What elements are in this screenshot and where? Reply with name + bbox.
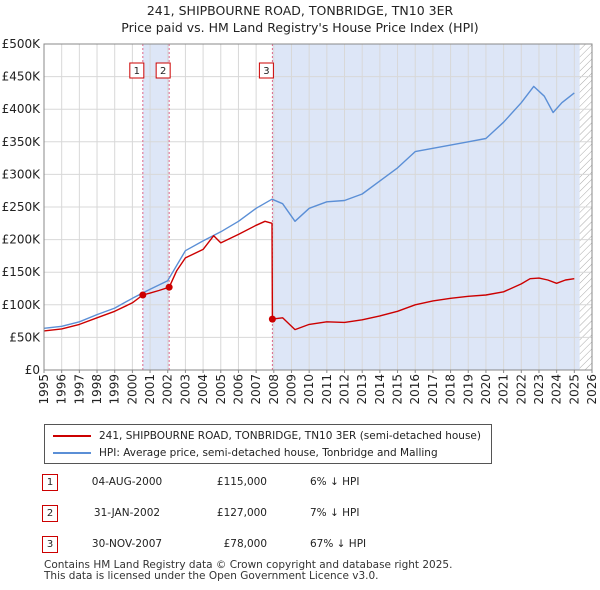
- sale-point-2: [165, 283, 173, 291]
- marker-label-1: 1: [134, 66, 140, 77]
- x-tick-label: 2005: [214, 374, 228, 405]
- x-tick-label: 1995: [37, 374, 51, 405]
- transaction-price: £78,000: [223, 538, 267, 550]
- transaction-hpi-diff: 7% ↓ HPI: [310, 507, 360, 519]
- y-tick-label: £100K: [2, 298, 42, 312]
- x-tick-label: 2018: [444, 374, 458, 405]
- y-tick-label: £350K: [2, 135, 42, 149]
- transaction-date: 04-AUG-2000: [91, 476, 163, 488]
- transaction-price: £115,000: [216, 476, 267, 488]
- x-tick-label: 2014: [373, 374, 387, 405]
- y-tick-label: £250K: [2, 200, 42, 214]
- x-tick-label: 2021: [497, 374, 511, 405]
- legend-swatch-hpi: [53, 452, 91, 454]
- y-tick-label: £450K: [2, 70, 42, 84]
- legend-swatch-property: [53, 435, 91, 437]
- x-tick-label: 1999: [108, 374, 122, 405]
- transaction-row: 1 04-AUG-2000 £115,000 6% ↓ HPI: [42, 474, 562, 492]
- x-tick-label: 2010: [302, 374, 316, 405]
- property-line: [43, 220, 575, 332]
- y-tick-label: £50K: [9, 330, 41, 344]
- marker-label-2: 2: [160, 66, 166, 77]
- footer: Contains HM Land Registry data © Crown c…: [44, 560, 452, 582]
- x-tick-label: 1998: [90, 374, 104, 405]
- x-tick-label: 2013: [355, 374, 369, 405]
- x-tick-label: 1997: [72, 374, 86, 405]
- transaction-hpi-diff: 67% ↓ HPI: [310, 538, 367, 550]
- y-tick-label: £150K: [2, 265, 42, 279]
- x-tick-label: 2016: [408, 374, 422, 405]
- marker-box-1: [129, 62, 145, 79]
- transaction-number-badge: 1: [42, 474, 58, 491]
- transaction-price: £127,000: [216, 507, 267, 519]
- x-tick-label: 2023: [532, 374, 546, 405]
- x-tick-label: 2024: [550, 374, 564, 405]
- x-tick-label: 2007: [249, 374, 263, 405]
- legend-item-hpi: HPI: Average price, semi-detached house,…: [53, 445, 438, 461]
- footer-copyright: Contains HM Land Registry data © Crown c…: [44, 559, 453, 571]
- legend-label-property: 241, SHIPBOURNE ROAD, TONBRIDGE, TN10 3E…: [99, 430, 481, 442]
- plot-frame: [43, 43, 593, 371]
- y-tick-label: £500K: [2, 37, 42, 51]
- x-tick-label: 2000: [125, 374, 139, 405]
- legend-item-property: 241, SHIPBOURNE ROAD, TONBRIDGE, TN10 3E…: [53, 428, 481, 444]
- y-tick-label: £200K: [2, 233, 42, 247]
- marker-box-3: [258, 62, 274, 79]
- x-tick-label: 2009: [284, 374, 298, 405]
- y-tick-label: £0: [25, 363, 40, 377]
- marker-label-3: 3: [263, 66, 269, 77]
- x-tick-label: 2025: [567, 374, 581, 405]
- x-tick-label: 2008: [267, 374, 281, 405]
- transaction-hpi-diff: 6% ↓ HPI: [310, 476, 360, 488]
- sale-point-1: [139, 291, 147, 299]
- chart-title: 241, SHIPBOURNE ROAD, TONBRIDGE, TN10 3E…: [146, 3, 454, 18]
- y-tick-label: £300K: [2, 167, 42, 181]
- x-tick-label: 2019: [461, 374, 475, 405]
- transaction-date: 30-NOV-2007: [91, 538, 163, 550]
- legend-label-hpi: HPI: Average price, semi-detached house,…: [99, 447, 438, 459]
- marker-box-2: [155, 62, 171, 79]
- x-tick-label: 2026: [585, 374, 599, 405]
- x-tick-label: 2012: [338, 374, 352, 405]
- x-tick-label: 2003: [178, 374, 192, 405]
- chart-subtitle: Price paid vs. HM Land Registry's House …: [121, 20, 479, 35]
- footer-licence: This data is licensed under the Open Gov…: [44, 570, 379, 582]
- x-tick-label: 2022: [514, 374, 528, 405]
- x-tick-label: 2017: [426, 374, 440, 405]
- x-tick-label: 2011: [320, 374, 334, 405]
- transaction-number-badge: 2: [42, 505, 58, 522]
- y-tick-label: £400K: [2, 102, 42, 116]
- x-tick-label: 2002: [161, 374, 175, 405]
- x-tick-label: 1996: [55, 374, 69, 405]
- x-tick-label: 2001: [143, 374, 157, 405]
- x-tick-label: 2006: [231, 374, 245, 405]
- x-tick-label: 2015: [391, 374, 405, 405]
- transaction-row: 3 30-NOV-2007 £78,000 67% ↓ HPI: [42, 536, 562, 554]
- transaction-number-badge: 3: [42, 536, 58, 553]
- sale-point-3: [268, 315, 276, 323]
- x-tick-label: 2004: [196, 374, 210, 405]
- legend: 241, SHIPBOURNE ROAD, TONBRIDGE, TN10 3E…: [44, 424, 492, 464]
- transaction-row: 2 31-JAN-2002 £127,000 7% ↓ HPI: [42, 505, 562, 523]
- price-chart: 1 2 3 £0 £50K £100K £150K £200K £250K £300K £350K £…: [2, 37, 599, 405]
- transaction-date: 31-JAN-2002: [93, 507, 161, 519]
- x-tick-label: 2020: [479, 374, 493, 405]
